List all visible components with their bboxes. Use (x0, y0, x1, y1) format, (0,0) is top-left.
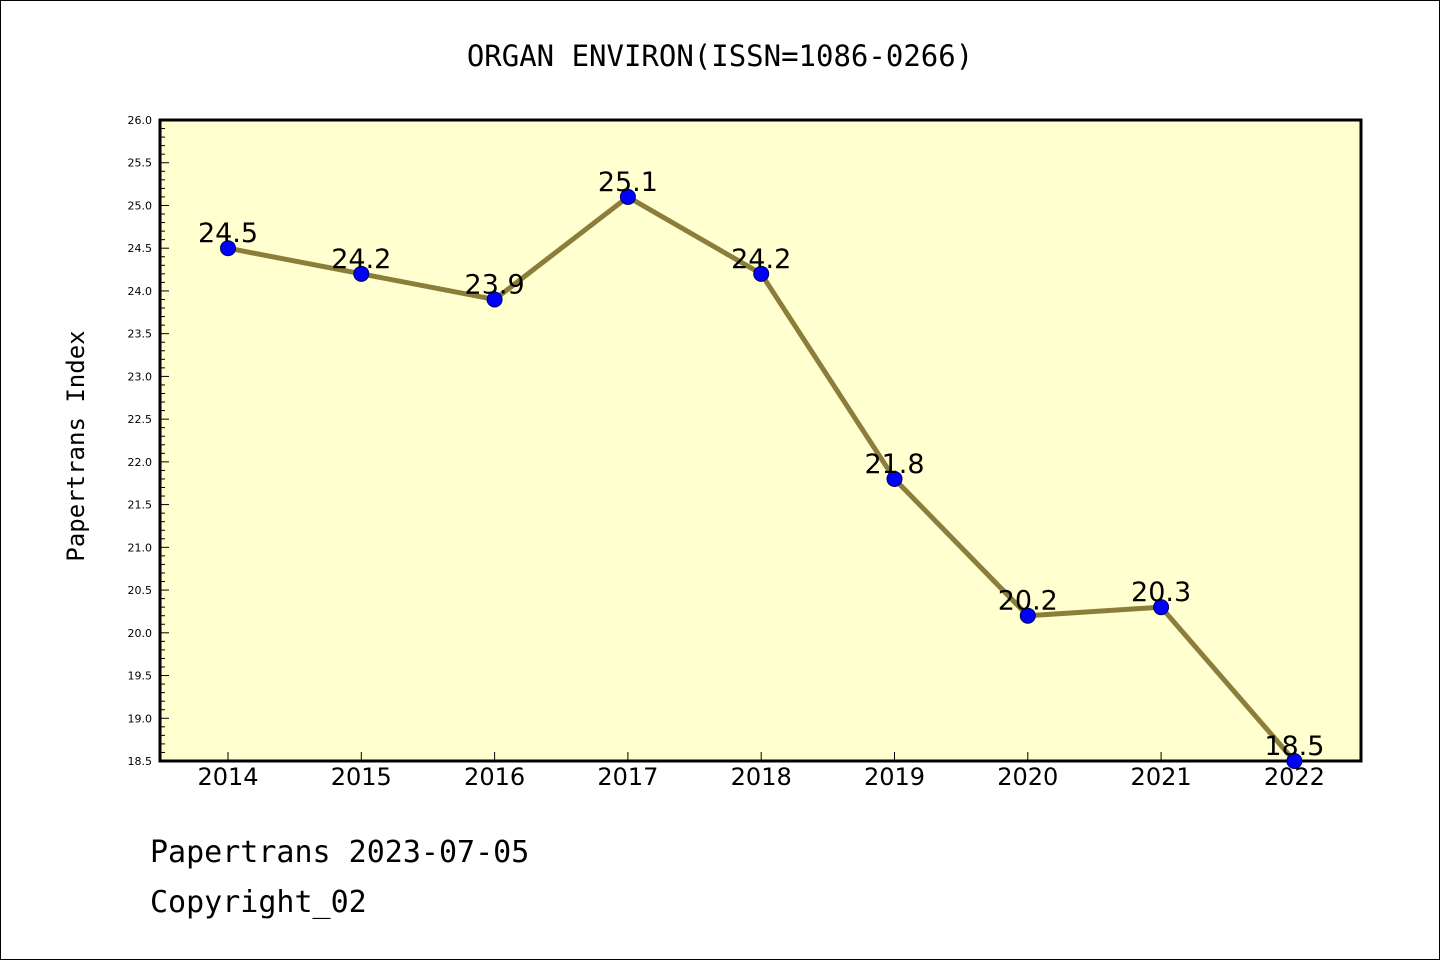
x-tick-label: 2018 (731, 763, 792, 791)
data-label: 24.2 (331, 244, 391, 275)
data-label: 25.1 (598, 167, 658, 198)
x-tick-label: 2016 (464, 763, 525, 791)
data-point (1153, 599, 1170, 616)
y-axis-label: Papertrans Index (62, 330, 90, 561)
data-point (220, 240, 236, 257)
x-tick-label: 2019 (864, 763, 925, 791)
footer-date: Papertrans 2023-07-05 (150, 835, 530, 870)
y-tick-label: 20.5 (128, 584, 153, 597)
x-tick-label: 2014 (197, 763, 258, 791)
data-labels: 24.5 24.2 23.9 25.1 24.2 21.8 20.2 20.3 18.5 (198, 167, 1325, 762)
x-tick-label: 2020 (997, 763, 1058, 791)
data-point (1019, 607, 1036, 624)
y-tick-label: 22.5 (128, 413, 153, 426)
y-tick-label: 19.5 (128, 670, 153, 683)
data-label: 23.9 (465, 269, 525, 300)
data-point (1286, 753, 1303, 769)
y-tick-label: 19.0 (128, 712, 153, 725)
data-label: 18.5 (1264, 731, 1324, 762)
data-points (220, 188, 1303, 769)
y-tick-label: 25.5 (128, 157, 153, 170)
y-tick-label: 24.0 (128, 285, 153, 298)
y-tick-label: 24.5 (128, 242, 153, 255)
y-tick-label: 23.0 (128, 370, 153, 383)
y-tick-label: 25.0 (128, 199, 153, 212)
data-label: 20.2 (998, 586, 1058, 617)
y-tick-label: 20.0 (128, 627, 153, 640)
data-point (353, 265, 370, 282)
data-label: 21.8 (864, 449, 924, 480)
chart-title: ORGAN ENVIRON(ISSN=1086-0266) (467, 39, 973, 73)
y-tick-label: 21.0 (128, 541, 153, 554)
data-point (753, 265, 770, 282)
y-tick-label: 22.0 (128, 456, 153, 469)
footer-copyright: Copyright_02 (150, 885, 367, 920)
y-axis-ticks: 18.5 19.0 19.5 20.0 20.5 21.0 21.5 22.0 22.5 23.0… (128, 114, 169, 768)
y-tick-label: 18.5 (128, 755, 153, 768)
x-tick-label: 2015 (331, 763, 392, 791)
x-tick-label: 2017 (597, 763, 658, 791)
data-point (486, 291, 503, 308)
x-tick-label: 2021 (1131, 763, 1192, 791)
data-point (886, 470, 903, 487)
data-label: 24.2 (731, 244, 791, 275)
y-tick-label: 26.0 (128, 114, 153, 127)
data-label: 20.3 (1131, 577, 1191, 608)
y-tick-label: 21.5 (128, 499, 153, 512)
y-tick-label: 23.5 (128, 328, 153, 341)
x-axis-ticks: 2014 2015 2016 2017 2018 2019 2020 2021 2022 (197, 752, 1325, 791)
data-label: 24.5 (198, 218, 258, 249)
data-point (619, 188, 636, 205)
plot-area (158, 118, 1363, 763)
